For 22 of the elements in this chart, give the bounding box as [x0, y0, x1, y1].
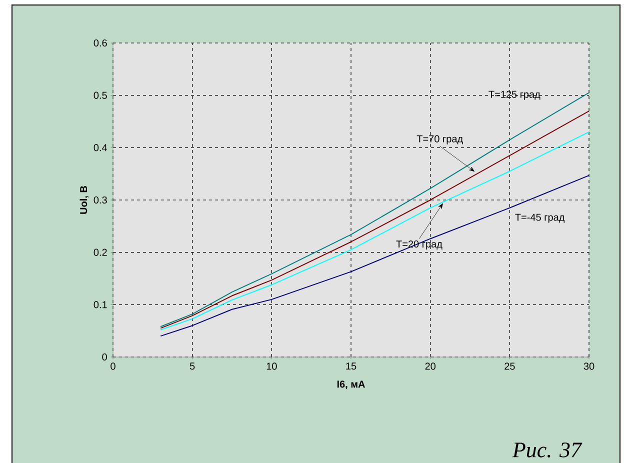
annotation: T=125 град [488, 90, 540, 100]
y-tick-label: 0.1 [94, 301, 107, 308]
y-tick-label: 0.6 [94, 39, 107, 47]
x-tick-label: 0 [110, 362, 116, 370]
x-tick-label: 20 [425, 362, 436, 370]
line-series [160, 174, 590, 337]
x-tick-label: 5 [190, 362, 195, 370]
annotation: T=70 град [416, 135, 463, 144]
annotation: T=20 град [396, 240, 442, 250]
y-tick-label: 0.5 [94, 92, 107, 99]
y-tick-label: 0 [102, 353, 107, 361]
y-tick-label: 0.2 [94, 248, 107, 256]
annotation: T=-45 град [515, 214, 565, 223]
x-tick-label: 15 [346, 362, 356, 370]
x-tick-label: 30 [584, 362, 594, 370]
y-tick-label: 0.3 [94, 196, 107, 204]
text: Рис. 37 [512, 442, 582, 458]
x-tick-label: 10 [266, 362, 277, 370]
y-tick-label: 0.4 [94, 144, 108, 152]
y-axis-title: Uol, B [80, 186, 89, 214]
x-tick-label: 25 [504, 362, 515, 370]
x-axis-title: I6, мА [337, 380, 365, 390]
